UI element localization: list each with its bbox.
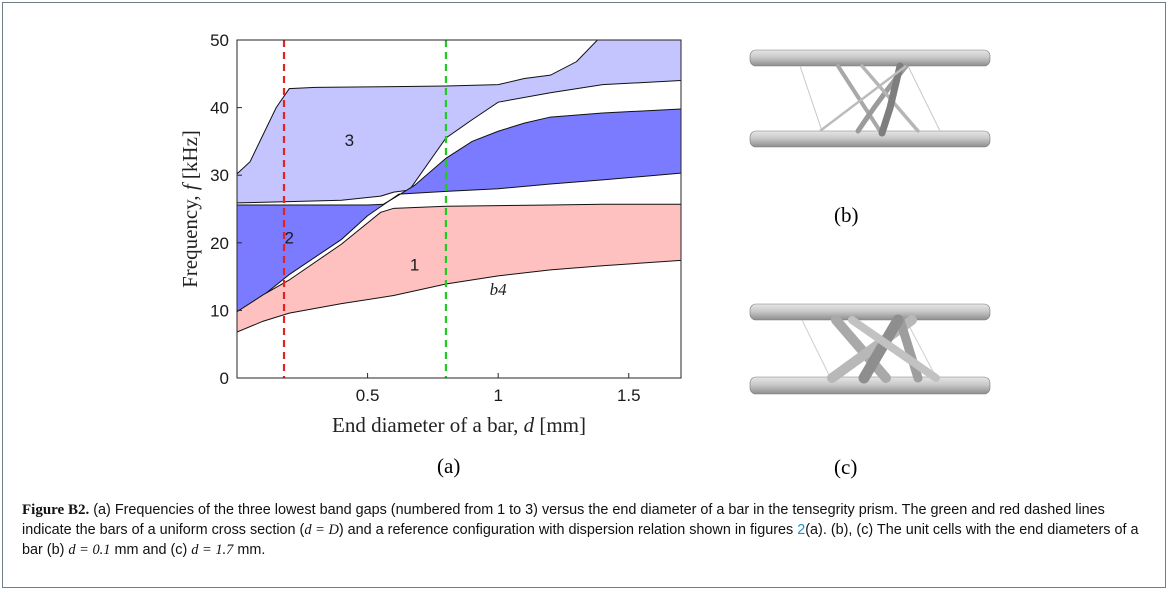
x-tick-label: 1.5 [617,386,641,405]
caption-label: Figure B2. [22,502,90,518]
caption-math-3: d = 1.7 [191,542,234,558]
caption-text-5: mm. [233,542,266,558]
band-gap-3-area [237,40,681,203]
x-tick-label: 1 [493,386,502,405]
x-tick-label: 0.5 [356,386,380,405]
band-label-2: 2 [285,228,294,247]
y-axis-label: Frequency, f [kHz] [178,130,202,288]
subfigure-label-c: (c) [834,455,858,479]
band-label-b4: b4 [490,280,508,299]
y-tick-label: 20 [210,234,229,253]
band-gap-3-lower-edge [237,80,681,204]
x-axis-label: End diameter of a bar, d [mm] [332,413,586,437]
band-label-1: 1 [410,255,419,274]
caption-math-1: d = D [304,522,339,538]
caption-text-3: (a). (b), (c) The unit cells with the en… [22,522,1139,558]
y-tick-label: 0 [220,369,229,388]
subfigure-label-a: (a) [437,454,461,478]
band-gap-1-upper-edge [237,203,681,313]
y-tick-label: 30 [210,166,229,185]
band-gap-1-area [237,204,681,333]
figure-caption: Figure B2. (a) Frequencies of the three … [22,500,1147,560]
band-gap-1-lower-edge [237,259,681,333]
caption-figure-link[interactable]: 2 [797,522,806,538]
caption-text-1: (a) Frequencies of the three lowest band… [22,502,1105,538]
caption-math-2: d = 0.1 [68,542,111,558]
y-tick-label: 10 [210,301,229,320]
band-gap-2-area [237,108,681,316]
y-tick-label: 50 [210,31,229,50]
band-gap-3-upper-edge [237,40,681,175]
unit-cell-c-image [749,303,991,395]
band-label-3: 3 [345,131,354,150]
subfigure-label-b: (b) [834,203,859,227]
y-tick-label: 40 [210,99,229,118]
band-gap-2-upper-edge [237,108,681,206]
caption-text-4: mm and (c) [110,542,192,558]
band-gap-2-lower-edge [237,172,681,317]
caption-text-2: ) and a reference configuration with dis… [338,522,798,538]
plot-area-border [236,39,682,379]
unit-cell-b-image [749,49,991,148]
